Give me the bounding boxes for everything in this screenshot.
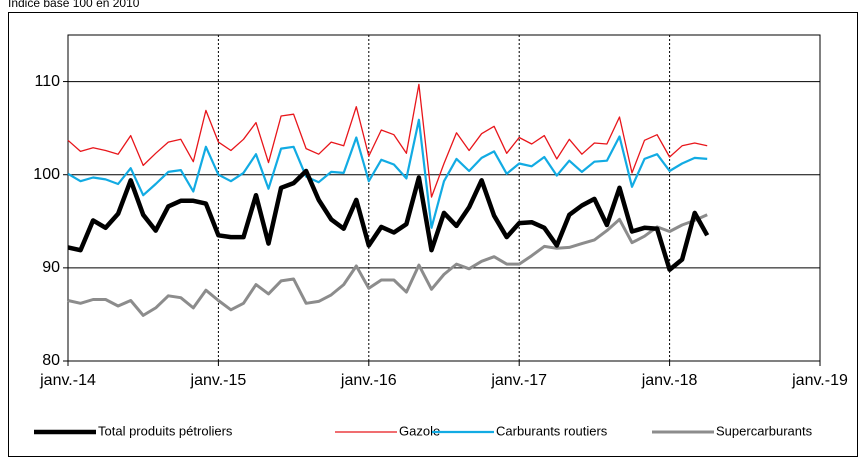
x-tick-label: janv.-18 — [641, 372, 698, 389]
series-line — [67, 118, 708, 229]
y-tick-label: 100 — [33, 166, 60, 183]
x-tick-label: janv.-17 — [490, 372, 547, 389]
legend-label: Supercarburants — [716, 423, 813, 438]
legend-label: Carburants routiers — [496, 423, 608, 438]
x-tick-label: janv.-16 — [340, 372, 397, 389]
chart-frame — [8, 12, 858, 457]
y-tick-label: 110 — [34, 73, 60, 90]
legend-label: Total produits pétroliers — [98, 423, 233, 438]
x-tick-label: janv.-15 — [190, 372, 247, 389]
series-line — [67, 213, 708, 317]
x-tick-label: janv.-19 — [791, 372, 848, 389]
series-line — [67, 168, 710, 272]
y-tick-label: 80 — [42, 352, 60, 369]
series-line — [67, 83, 708, 198]
y-tick-label: 90 — [42, 259, 60, 276]
plot-area — [67, 34, 821, 362]
x-tick-label: janv.-14 — [39, 372, 96, 389]
legend-label: Gazole — [399, 423, 440, 438]
chart-title: Indice base 100 en 2010 — [8, 0, 140, 10]
